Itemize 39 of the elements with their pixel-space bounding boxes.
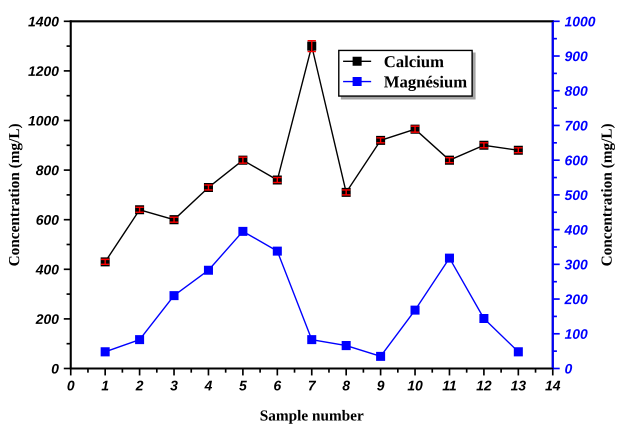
x-axis-title: Sample number	[260, 410, 364, 424]
x-tick-label: 5	[239, 380, 247, 390]
legend-label: Calcium	[384, 56, 444, 68]
y2-tick-label: 0	[565, 364, 572, 374]
y2-tick-label: 600	[565, 156, 588, 166]
y-tick-label: 800	[36, 165, 59, 176]
y2-axis-title: Concentration (mg/L)	[601, 124, 615, 266]
y2-tick-label: 900	[564, 51, 588, 62]
y-tick-label: 600	[36, 215, 59, 225]
x-tick-label: 0	[67, 380, 74, 390]
y2-tick-label: 200	[564, 294, 588, 304]
x-tick-label: 4	[204, 380, 212, 390]
y-tick-label: 1000	[28, 116, 59, 126]
y-tick-label: 1400	[28, 16, 59, 26]
x-tick-label: 14	[545, 380, 560, 390]
x-tick-label: 10	[408, 380, 423, 390]
y-axis-title: Concentration (mg/L)	[8, 124, 22, 266]
x-tick-label: 12	[476, 380, 492, 390]
y2-tick-label: 700	[566, 120, 588, 131]
x-tick-label: 3	[170, 380, 178, 390]
x-tick-label: 1	[102, 380, 108, 390]
y2-tick-label: 500	[564, 190, 588, 200]
y2-tick-label: 300	[564, 260, 588, 270]
x-tick-label: 9	[377, 380, 384, 390]
y2-tick-label: 800	[564, 86, 588, 96]
y2-tick-label: 1000	[564, 16, 596, 26]
y-tick-label: 1200	[28, 66, 59, 76]
x-tick-label: 7	[308, 380, 316, 390]
y-tick-label: 400	[36, 264, 59, 274]
x-tick-label: 2	[136, 380, 144, 390]
x-tick-label: 6	[274, 380, 282, 390]
y2-tick-label: 400	[564, 224, 588, 235]
x-tick-label: 11	[442, 380, 456, 390]
x-tick-label: 8	[342, 380, 350, 390]
y2-tick-label: 100	[564, 329, 588, 339]
y-tick-label: 0	[52, 364, 59, 374]
y-tick-label: 200	[36, 314, 59, 324]
legend-label: Magnésium	[384, 76, 467, 92]
x-tick-label: 13	[510, 380, 526, 390]
